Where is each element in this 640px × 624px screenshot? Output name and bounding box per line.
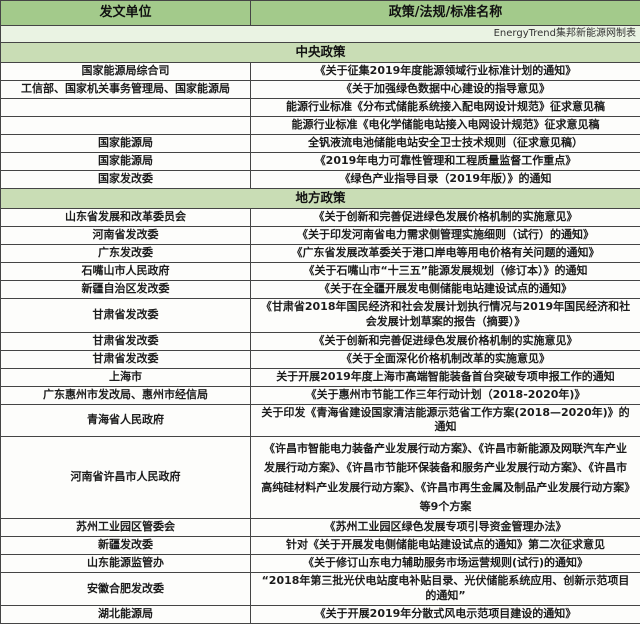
table-row: 国家能源局综合司 《关于征集2019年度能源领域行业标准计划的通知》	[1, 62, 640, 80]
policy-cell: 《关于全面深化价格机制改革的实施意见》	[251, 350, 640, 368]
policy-cell: 《关于修订山东电力辅助服务市场运营规则(试行)的通知》	[251, 555, 640, 573]
policy-cell: 《绿色产业指导目录（2019年版）》的通知	[251, 170, 640, 188]
table-row: 国家能源局 《2019年电力可靠性管理和工程质量监督工作重点》	[1, 152, 640, 170]
table-row: 新疆发改委 针对《关于开展发电侧储能电站建设试点的通知》第二次征求意见	[1, 537, 640, 555]
policy-cell: 《关于创新和完善促进绿色发展价格机制的实施意见》	[251, 332, 640, 350]
policy-cell: 《关于石嘴山市“十三五”能源发展规划（修订本）》的通知	[251, 262, 640, 280]
unit-cell: 甘肃省发改委	[1, 332, 251, 350]
table-row: 能源行业标准《分布式储能系统接入配电网设计规范》征求意见稿	[1, 98, 640, 116]
table-row: 国家发改委 《绿色产业指导目录（2019年版）》的通知	[1, 170, 640, 188]
unit-cell: 国家能源局综合司	[1, 62, 251, 80]
table-row: 山东能源监管办 《关于修订山东电力辅助服务市场运营规则(试行)的通知》	[1, 555, 640, 573]
unit-cell: 甘肃省发改委	[1, 298, 251, 332]
table-row: 甘肃省发改委 《关于创新和完善促进绿色发展价格机制的实施意见》	[1, 332, 640, 350]
unit-cell: 甘肃省发改委	[1, 350, 251, 368]
unit-cell: 国家能源局	[1, 134, 251, 152]
policy-cell: 关于印发《青海省建设国家清洁能源示范省工作方案(2018—2020年)》的通知	[251, 404, 640, 437]
policy-cell: 《关于征集2019年度能源领域行业标准计划的通知》	[251, 62, 640, 80]
table-row: 苏州工业园区管委会 《苏州工业园区绿色发展专项引导资金管理办法》	[1, 519, 640, 537]
policy-cell: 《苏州工业园区绿色发展专项引导资金管理办法》	[251, 519, 640, 537]
section-title: 中央政策	[1, 42, 640, 62]
table-row: 青海省人民政府 关于印发《青海省建设国家清洁能源示范省工作方案(2018—202…	[1, 404, 640, 437]
table-row: 河南省发改委 《关于印发河南省电力需求侧管理实施细则（试行）的通知》	[1, 226, 640, 244]
table-row: 河南省许昌市人民政府 《许昌市智能电力装备产业发展行动方案》、《许昌市新能源及网…	[1, 437, 640, 519]
policy-cell: 《关于在全疆开展发电侧储能电站建设试点的通知》	[251, 280, 640, 298]
table-header-row: 发文单位 政策/法规/标准名称	[1, 1, 640, 26]
unit-cell: 广东发改委	[1, 244, 251, 262]
table-row: 上海市 关于开展2019年度上海市高端智能装备首台突破专项申报工作的通知	[1, 368, 640, 386]
unit-cell: 河南省许昌市人民政府	[1, 437, 251, 519]
policy-cell: 能源行业标准《分布式储能系统接入配电网设计规范》征求意见稿	[251, 98, 640, 116]
unit-cell: 广东惠州市发改局、惠州市经信局	[1, 386, 251, 404]
policy-cell: 关于开展2019年度上海市高端智能装备首台突破专项申报工作的通知	[251, 368, 640, 386]
credit-row: EnergyTrend集邦新能源网制表	[1, 26, 640, 43]
unit-cell: 山东省发展和改革委员会	[1, 208, 251, 226]
unit-cell: 河南省发改委	[1, 226, 251, 244]
unit-cell: 安徽合肥发改委	[1, 573, 251, 606]
policy-cell: 《关于惠州市节能工作三年行动计划（2018-2020年)》	[251, 386, 640, 404]
policy-cell: 《许昌市智能电力装备产业发展行动方案》、《许昌市新能源及网联汽车产业发展行动方案…	[251, 437, 640, 519]
section-header-local: 地方政策	[1, 188, 640, 208]
table-row: 山东省发展和改革委员会 《关于创新和完善促进绿色发展价格机制的实施意见》	[1, 208, 640, 226]
unit-cell: 新疆发改委	[1, 537, 251, 555]
table-row: 新疆自治区发改委 《关于在全疆开展发电侧储能电站建设试点的通知》	[1, 280, 640, 298]
unit-cell	[1, 98, 251, 116]
section-title: 地方政策	[1, 188, 640, 208]
policy-cell: 全钒液流电池储能电站安全卫士技术规则（征求意见稿）	[251, 134, 640, 152]
table-row: 工信部、国家机关事务管理局、国家能源局 《关于加强绿色数据中心建设的指导意见》	[1, 80, 640, 98]
table-row: 安徽合肥发改委 “2018年第三批光伏电站度电补贴目录、光伏储能系统应用、创新示…	[1, 573, 640, 606]
section-header-central: 中央政策	[1, 42, 640, 62]
table-row: 石嘴山市人民政府 《关于石嘴山市“十三五”能源发展规划（修订本）》的通知	[1, 262, 640, 280]
table-row: 湖北能源局 《关于开展2019年分散式风电示范项目建设的通知》	[1, 605, 640, 623]
unit-cell: 青海省人民政府	[1, 404, 251, 437]
unit-cell	[1, 116, 251, 134]
table-row: 广东发改委 《广东省发展改革委关于港口岸电等用电价格有关问题的通知》	[1, 244, 640, 262]
unit-cell: 国家能源局	[1, 152, 251, 170]
unit-cell: 石嘴山市人民政府	[1, 262, 251, 280]
table-row: 国家能源局 全钒液流电池储能电站安全卫士技术规则（征求意见稿）	[1, 134, 640, 152]
policy-cell: 《关于印发河南省电力需求侧管理实施细则（试行）的通知》	[251, 226, 640, 244]
policy-table-page: 发文单位 政策/法规/标准名称 EnergyTrend集邦新能源网制表 中央政策…	[0, 0, 640, 573]
unit-cell: 湖北能源局	[1, 605, 251, 623]
policy-cell: 《广东省发展改革委关于港口岸电等用电价格有关问题的通知》	[251, 244, 640, 262]
table-row: 甘肃省发改委 《甘肃省2018年国民经济和社会发展计划执行情况与2019年国民经…	[1, 298, 640, 332]
policy-cell: 《2019年电力可靠性管理和工程质量监督工作重点》	[251, 152, 640, 170]
unit-cell: 上海市	[1, 368, 251, 386]
policy-cell: “2018年第三批光伏电站度电补贴目录、光伏储能系统应用、创新示范项目的通知”	[251, 573, 640, 606]
unit-cell: 工信部、国家机关事务管理局、国家能源局	[1, 80, 251, 98]
unit-cell: 新疆自治区发改委	[1, 280, 251, 298]
unit-cell: 苏州工业园区管委会	[1, 519, 251, 537]
table-row: 广东惠州市发改局、惠州市经信局 《关于惠州市节能工作三年行动计划（2018-20…	[1, 386, 640, 404]
col-header-unit: 发文单位	[1, 1, 251, 26]
policy-cell: 针对《关于开展发电侧储能电站建设试点的通知》第二次征求意见	[251, 537, 640, 555]
table-row: 能源行业标准《电化学储能电站接入电网设计规范》征求意见稿	[1, 116, 640, 134]
policy-cell: 《甘肃省2018年国民经济和社会发展计划执行情况与2019年国民经济和社会发展计…	[251, 298, 640, 332]
policy-cell: 能源行业标准《电化学储能电站接入电网设计规范》征求意见稿	[251, 116, 640, 134]
policy-cell: 《关于创新和完善促进绿色发展价格机制的实施意见》	[251, 208, 640, 226]
unit-cell: 山东能源监管办	[1, 555, 251, 573]
policy-cell: 《关于开展2019年分散式风电示范项目建设的通知》	[251, 605, 640, 623]
table-row: 甘肃省发改委 《关于全面深化价格机制改革的实施意见》	[1, 350, 640, 368]
col-header-policy: 政策/法规/标准名称	[251, 1, 640, 26]
unit-cell: 国家发改委	[1, 170, 251, 188]
policy-cell: 《关于加强绿色数据中心建设的指导意见》	[251, 80, 640, 98]
credit-text: EnergyTrend集邦新能源网制表	[1, 26, 640, 43]
